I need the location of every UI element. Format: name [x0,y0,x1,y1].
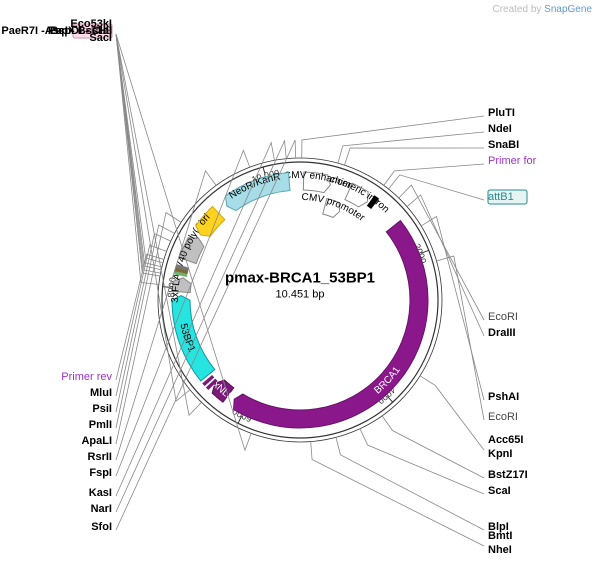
site-label: EcoRI [488,411,518,423]
site-label: attB1 [488,191,514,203]
site-label: SfoI [91,521,112,533]
credit-prefix: Created by [492,4,544,15]
site-label: Primer for [488,155,537,167]
site-label: KasI [89,487,112,499]
site-label: NdeI [488,123,512,135]
leader-line [116,171,216,460]
site-label: BstZ17I [488,469,528,481]
site-label: ApaLI [81,435,112,447]
leader-line [437,256,484,420]
leader-line [384,164,484,185]
outer-ring2 [158,158,442,442]
site-label: FspI [89,467,112,479]
leader-line [389,175,484,200]
site-label: BmtI [488,530,512,542]
site-label: PluTI [488,107,515,119]
site-label: ScaI [488,485,511,497]
leader-line [302,116,484,158]
site-label: PmlI [89,419,112,431]
plasmid-title-block: pmax-BRCA1_53BP1 10.451 bp [225,269,375,300]
site-label: Acc65I [488,434,523,446]
site-label: NarI [91,503,112,515]
leader-line [382,416,484,478]
leader-line [336,437,484,530]
site-label: PshAI [488,391,519,403]
site-label: SacI [89,32,112,44]
credit-label: Created by SnapGene [492,4,592,15]
site-label: PsiI [92,403,112,415]
site-label: DraIII [488,327,516,339]
leader-line [338,132,484,163]
leader-line [420,376,484,450]
plasmid-name: pmax-BRCA1_53BP1 [225,269,375,286]
outer-ring [162,162,438,438]
credit-brand: SnapGene [544,4,592,15]
leader-line [344,148,484,165]
leader-line [360,429,484,494]
site-label: KpnI [488,448,512,460]
site-label: RsrII [88,451,112,463]
site-label: EcoRI [488,311,518,323]
site-label: MluI [90,387,112,399]
site-label: Primer rev [61,371,112,383]
site-label: Eco53kI [70,18,112,30]
site-label: SnaBI [488,139,519,151]
plasmid-size: 10.451 bp [225,288,375,300]
site-label: NheI [488,544,512,556]
